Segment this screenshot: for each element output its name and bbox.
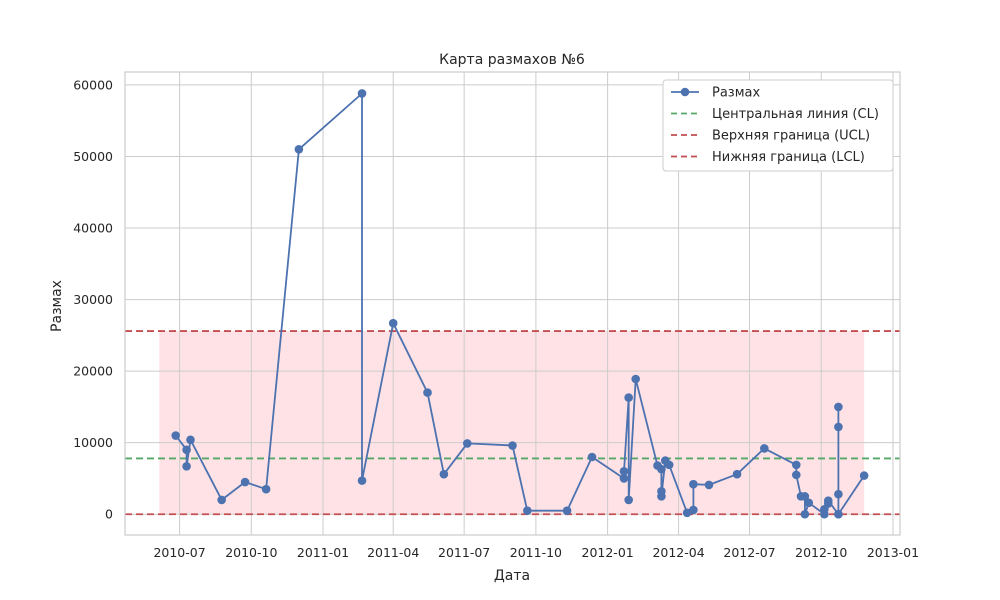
y-tick-label: 0 [105,507,113,522]
tick-labels-layer: 2010-07 2010-10 2011-01 2011-04 2011-07 2011-… [73,77,919,560]
y-tick-label: 30000 [73,292,113,307]
range-point [732,469,742,479]
range-point [182,445,191,455]
range-point [357,476,367,485]
range-point [619,474,629,483]
legend-label: Верхняя граница (UCL) [712,129,870,144]
range-point [357,89,367,98]
range-point [217,495,226,505]
range-point [704,480,714,490]
range-point [664,460,674,470]
legend-label: Центральная линия (CL) [712,107,879,122]
x-tick-label: 2012-04 [652,545,704,560]
range-point [508,441,517,450]
x-tick-label: 2012-10 [795,545,847,560]
legend-box [662,79,894,172]
control-lines-layer [125,330,900,516]
range-point [689,479,698,489]
series-layer [171,89,869,519]
range-point [562,506,572,515]
y-tick-label: 60000 [73,77,113,92]
range-point [657,492,666,501]
chart-title: Карта размахов №6 [439,52,585,68]
range-point [186,435,195,445]
y-tick-label: 40000 [73,221,113,236]
range-point [792,460,801,470]
legend: Размах Центральная линия (CL) Верхняя гран… [662,79,894,172]
legend-label: Нижняя граница (LCL) [712,150,865,165]
x-tick-label: 2013-01 [867,545,919,560]
range-point [423,388,432,397]
y-tick-label: 10000 [73,435,113,450]
y-tick-label: 20000 [73,364,113,379]
range-point [834,422,843,432]
x-axis-label: Дата [494,568,530,584]
range-point [624,495,633,505]
y-axis-label: Размах [49,280,65,332]
range-point [823,496,833,505]
x-tick-label: 2010-07 [153,545,205,560]
range-point [804,498,814,508]
range-point [689,505,698,515]
range-point [171,431,180,440]
range-point [834,402,843,412]
legend-label: Размах [712,86,760,101]
x-tick-label: 2011-10 [510,545,562,560]
range-point [261,484,271,494]
plot-frame [124,71,901,536]
range-point [624,393,633,402]
range-point [388,318,398,328]
range-point [439,469,449,479]
range-point [859,471,869,480]
range-point [619,467,629,476]
range-point [792,470,801,480]
plot-border [124,71,901,536]
x-tick-label: 2011-01 [297,545,349,560]
y-tick-label: 50000 [73,149,113,164]
range-point [834,509,843,519]
x-tick-label: 2011-04 [367,545,419,560]
control-band [159,331,865,515]
range-point [240,477,250,487]
x-tick-label: 2010-10 [225,545,277,560]
range-point [523,506,532,515]
range-point [657,464,666,474]
range-point [800,509,810,519]
range-point [760,444,769,453]
range-point [294,144,304,154]
range-point [834,489,843,499]
range-point [631,374,640,384]
range-point [182,462,191,471]
range-point [800,492,810,501]
x-tick-label: 2012-07 [723,545,775,560]
range-point [587,452,597,462]
range-point [462,439,472,448]
x-tick-label: 2011-07 [438,545,490,560]
legend-swatch-marker [680,87,690,97]
x-tick-label: 2012-01 [582,545,634,560]
